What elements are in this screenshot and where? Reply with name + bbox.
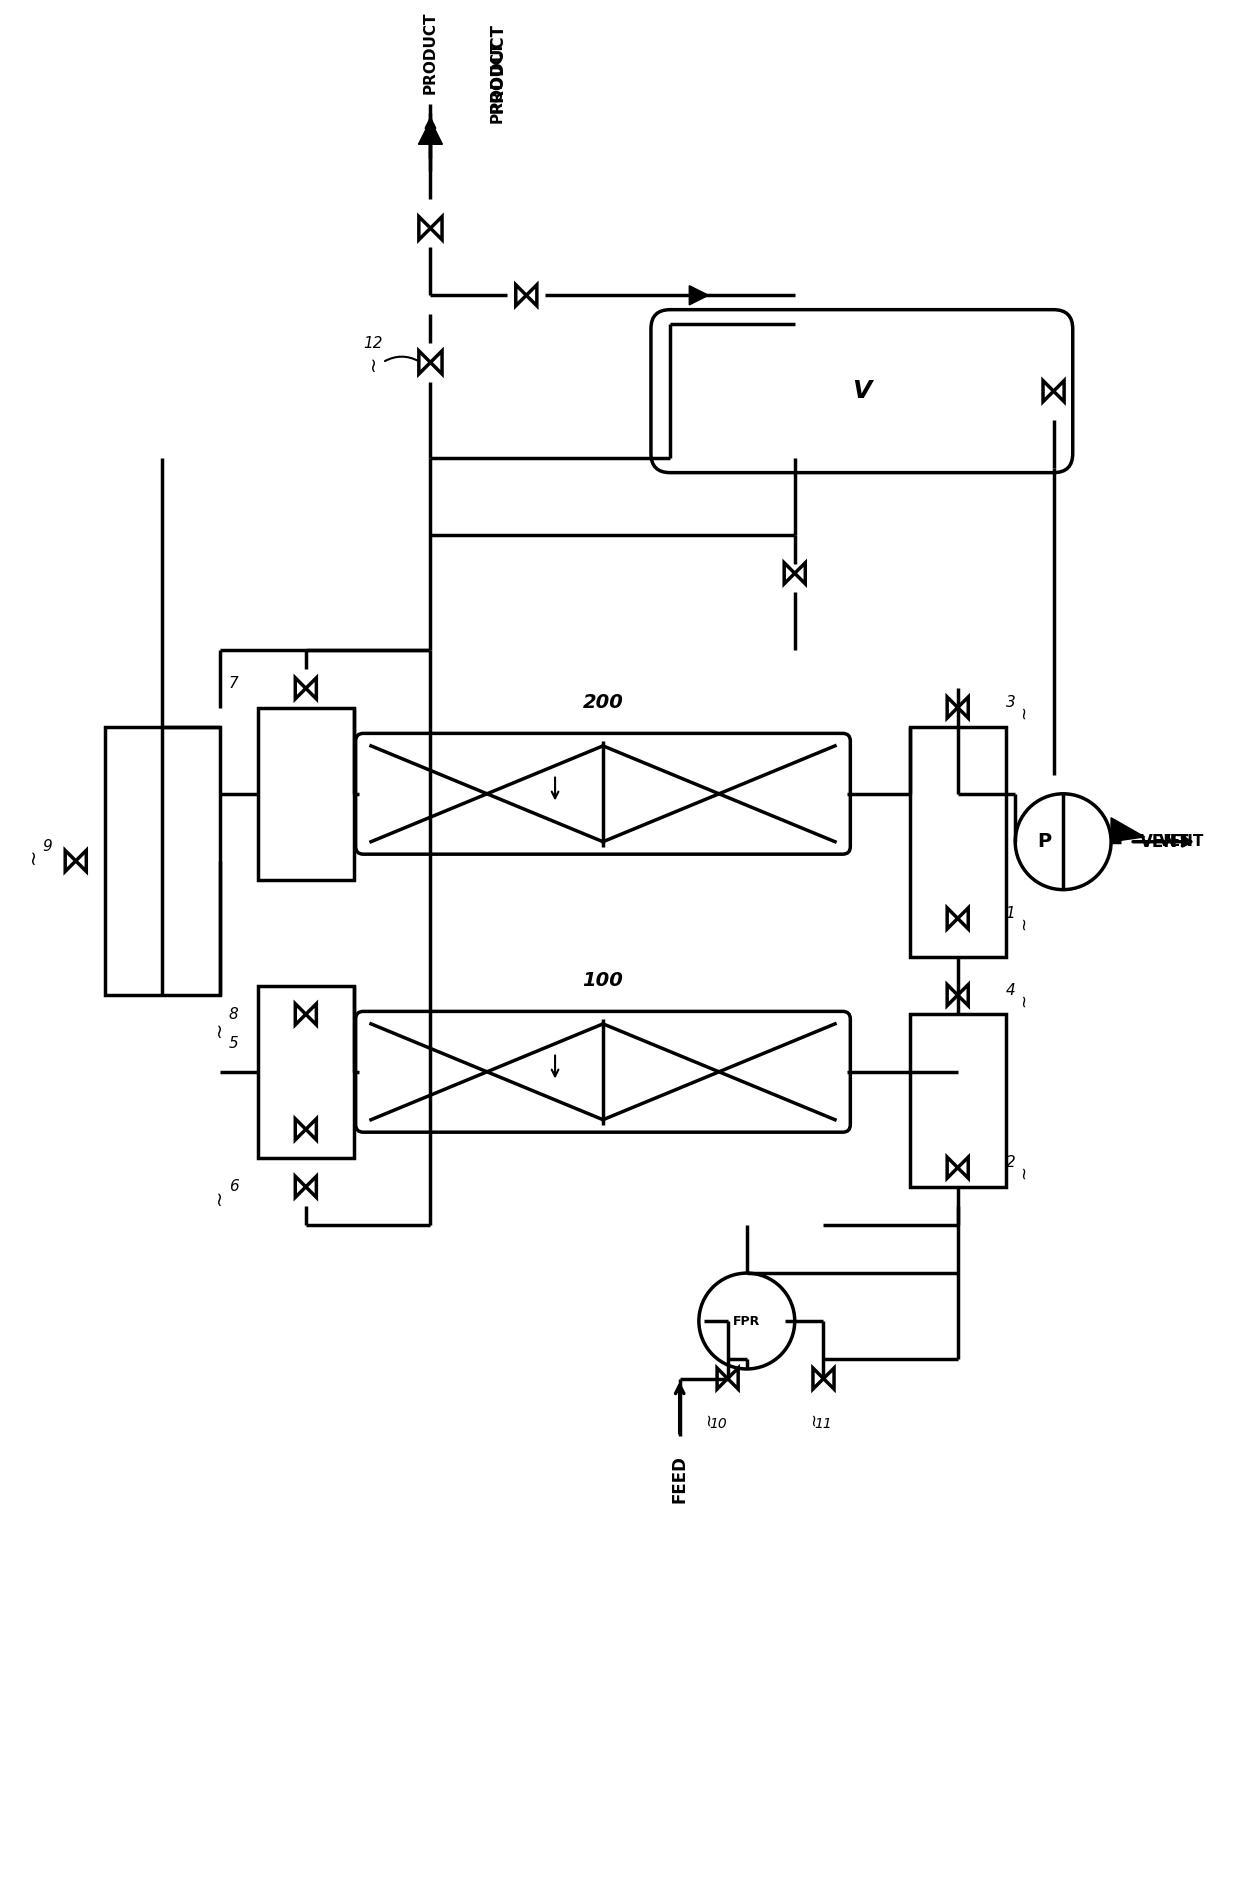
- Text: ~: ~: [699, 1413, 718, 1426]
- Text: VENT: VENT: [1159, 835, 1204, 850]
- Text: 2: 2: [1006, 1155, 1016, 1170]
- Text: ~: ~: [363, 354, 382, 371]
- Polygon shape: [66, 850, 76, 872]
- Polygon shape: [823, 1368, 835, 1389]
- Polygon shape: [947, 697, 957, 718]
- Polygon shape: [689, 286, 708, 305]
- Polygon shape: [419, 350, 430, 375]
- Text: VENT: VENT: [1140, 833, 1189, 852]
- Polygon shape: [295, 1119, 306, 1140]
- Text: 8: 8: [229, 1006, 239, 1021]
- Polygon shape: [306, 1004, 316, 1025]
- Bar: [104, 727, 219, 995]
- Bar: [258, 708, 353, 880]
- Bar: [910, 1014, 1006, 1187]
- Text: ~: ~: [1016, 993, 1033, 1006]
- Text: FEED: FEED: [671, 1454, 688, 1503]
- FancyBboxPatch shape: [356, 733, 851, 853]
- Polygon shape: [1043, 381, 1054, 401]
- Polygon shape: [526, 284, 537, 305]
- Polygon shape: [1054, 381, 1064, 401]
- Text: 200: 200: [583, 693, 624, 712]
- Polygon shape: [813, 1368, 823, 1389]
- Text: ~: ~: [24, 848, 42, 865]
- Text: ~: ~: [211, 686, 229, 701]
- Polygon shape: [957, 985, 968, 1006]
- Text: 11: 11: [815, 1417, 832, 1432]
- Polygon shape: [306, 678, 316, 699]
- Text: 1: 1: [1006, 906, 1016, 921]
- Text: P: P: [1037, 833, 1052, 852]
- Polygon shape: [419, 217, 430, 239]
- Text: 12: 12: [363, 335, 382, 350]
- Text: V: V: [852, 379, 872, 403]
- Text: ~: ~: [210, 1021, 229, 1036]
- Text: PRODUCT: PRODUCT: [490, 40, 505, 122]
- Text: ~: ~: [1016, 1166, 1033, 1179]
- Text: 3: 3: [1006, 695, 1016, 710]
- Text: PRODUCT: PRODUCT: [489, 23, 507, 113]
- Text: 9: 9: [42, 838, 52, 853]
- FancyBboxPatch shape: [651, 309, 1073, 473]
- FancyBboxPatch shape: [356, 1012, 851, 1132]
- Polygon shape: [306, 1119, 316, 1140]
- Polygon shape: [795, 563, 805, 584]
- Polygon shape: [418, 121, 443, 145]
- Polygon shape: [728, 1368, 738, 1389]
- Bar: [910, 727, 1006, 957]
- Polygon shape: [430, 217, 441, 239]
- Text: ~: ~: [1016, 705, 1033, 720]
- Polygon shape: [295, 1004, 306, 1025]
- Text: 100: 100: [583, 972, 624, 991]
- Polygon shape: [306, 1176, 316, 1198]
- Polygon shape: [947, 1157, 957, 1178]
- Polygon shape: [295, 1176, 306, 1198]
- Polygon shape: [947, 908, 957, 929]
- Text: 5: 5: [229, 1036, 239, 1051]
- Text: ~: ~: [1016, 916, 1033, 931]
- Text: 10: 10: [709, 1417, 727, 1432]
- Polygon shape: [430, 350, 441, 375]
- Text: 7: 7: [229, 676, 239, 691]
- Text: FPR: FPR: [733, 1315, 760, 1328]
- Polygon shape: [957, 908, 968, 929]
- Polygon shape: [76, 850, 87, 872]
- Polygon shape: [717, 1368, 728, 1389]
- Text: ~: ~: [210, 1189, 229, 1204]
- Polygon shape: [957, 697, 968, 718]
- Text: 6: 6: [229, 1179, 239, 1194]
- Polygon shape: [784, 563, 795, 584]
- Text: ~: ~: [805, 1413, 823, 1426]
- Polygon shape: [516, 284, 526, 305]
- Bar: [258, 985, 353, 1159]
- Polygon shape: [295, 678, 306, 699]
- Text: 4: 4: [1006, 983, 1016, 999]
- Polygon shape: [957, 1157, 968, 1178]
- Polygon shape: [947, 985, 957, 1006]
- Polygon shape: [1111, 818, 1145, 842]
- Text: PRODUCT: PRODUCT: [423, 11, 438, 94]
